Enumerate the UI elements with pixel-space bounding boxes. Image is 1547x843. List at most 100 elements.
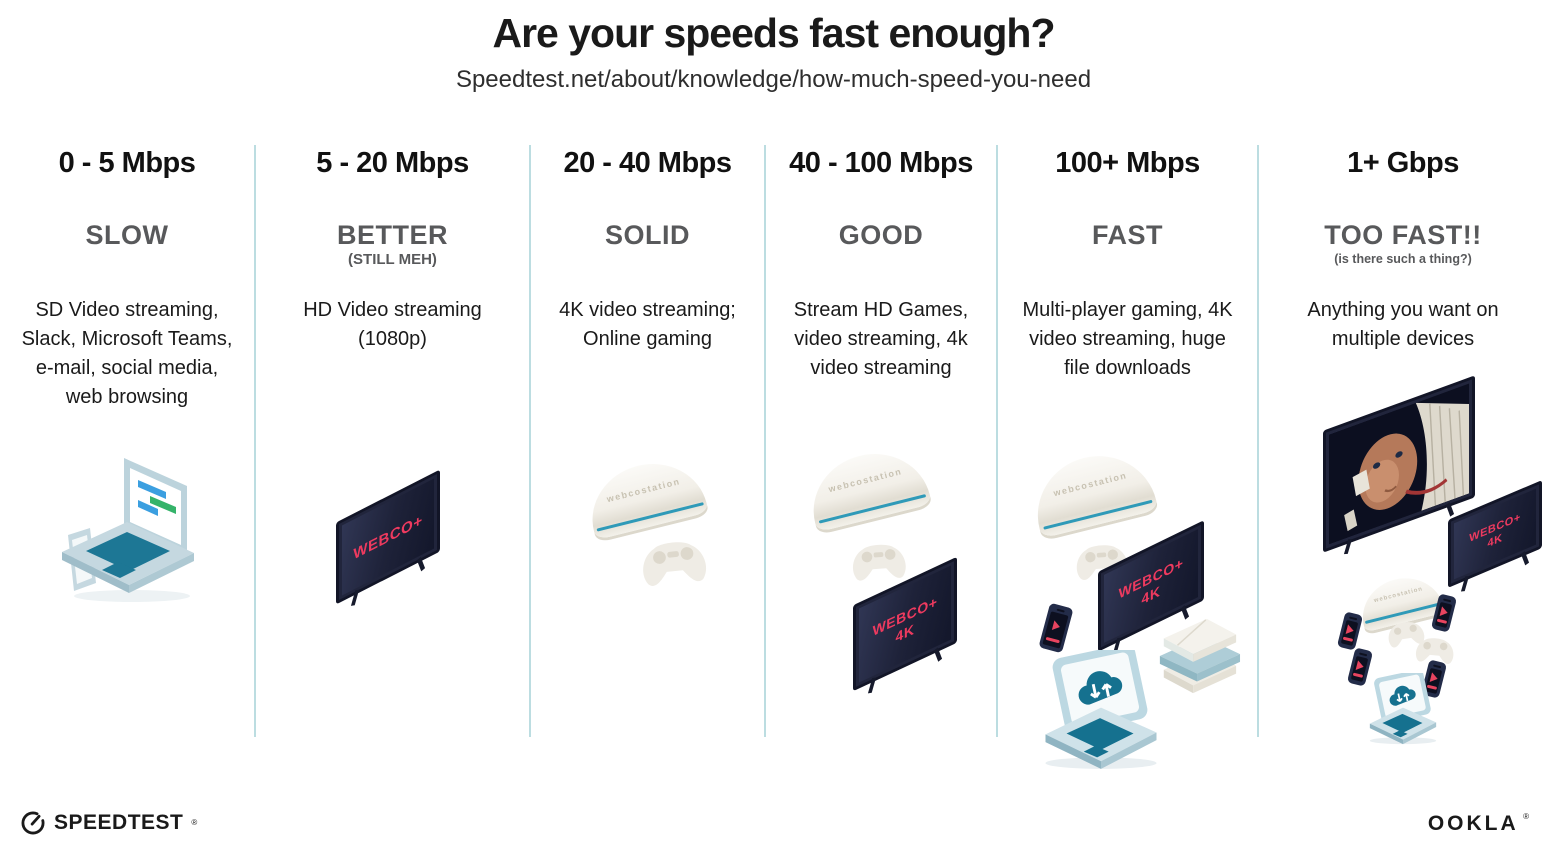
tv-leg [417, 556, 426, 572]
laptop-screen [1052, 650, 1148, 733]
play-icon [1340, 619, 1359, 647]
tv-leg [867, 677, 876, 694]
tv-4k-label: 4K [1487, 531, 1503, 550]
tv-leg [934, 647, 943, 662]
game-controller [1076, 545, 1128, 580]
speedtest-logo: SPEEDTEST ® [20, 810, 197, 836]
column-20-40-mbps: 20 - 40 Mbps SOLID 4K video streaming; O… [531, 145, 766, 737]
tv-screen: WEBCO+ 4K [1454, 488, 1536, 580]
tier-description: Anything you want on multiple devices [1307, 299, 1499, 350]
game-console: webcostation [581, 451, 709, 541]
tv-brand-label: WEBCO+ [1118, 553, 1184, 602]
tier-description: HD Video streaming (1080p) [303, 299, 482, 350]
tier-description: SD Video streaming, Slack, Microsoft Tea… [21, 299, 233, 408]
tier-label: BETTER [337, 220, 448, 250]
tv-leg [1445, 502, 1454, 517]
phone-video [1430, 593, 1458, 633]
tv-leg [1344, 538, 1353, 554]
tier-label: TOO FAST!! [1324, 220, 1482, 250]
column-5-20-mbps: 5 - 20 Mbps BETTER (STILL MEH) HD Video … [256, 145, 531, 737]
tv-4k-label: 4K [1141, 581, 1161, 608]
game-controller [643, 542, 707, 586]
tv: WEBCO+ [336, 469, 440, 607]
cloud-sync-icon [1078, 671, 1123, 705]
game-console: webcostation [802, 441, 932, 533]
tv-4k: WEBCO+ 4K [1448, 480, 1542, 592]
tv-brand-label: WEBCO+ [1469, 510, 1521, 545]
tv-4k-label: 4K [895, 620, 915, 645]
page-title: Are your speeds fast enough? [492, 10, 1055, 56]
tier-note: (is there such a thing?) [1334, 252, 1472, 266]
column-100-plus-mbps: 100+ Mbps FAST Multi-player gaming, 4K v… [998, 145, 1259, 769]
tv-screen: WEBCO+ 4K [1104, 529, 1198, 643]
console-brand-label: webcostation [1052, 469, 1129, 498]
game-console: webcostation [1025, 443, 1159, 539]
phone-video [1420, 659, 1448, 699]
tier-label: GOOD [838, 220, 924, 250]
tv-leg [350, 589, 359, 607]
tier-description: Multi-player gaming, 4K video streaming,… [1022, 299, 1233, 379]
speed-range: 5 - 20 Mbps [316, 147, 469, 179]
tv-movie [1323, 375, 1475, 554]
trackpad [1083, 745, 1109, 758]
play-icon [1042, 611, 1069, 649]
console-brand-label: webcostation [827, 466, 904, 495]
tier-label: FAST [1091, 220, 1163, 250]
speedtest-wordmark: SPEEDTEST [54, 811, 184, 834]
game-controller [852, 544, 906, 581]
speedtest-gauge-icon [21, 811, 45, 835]
speed-columns: 0 - 5 Mbps SLOW SD Video streaming, Slac… [0, 145, 1547, 769]
tier-label: SOLID [604, 220, 690, 250]
play-icon [1434, 601, 1453, 629]
play-icon [1424, 667, 1443, 695]
tv-4k: WEBCO+ 4K [853, 556, 957, 694]
laptop-base [62, 522, 194, 585]
game-controller [1415, 638, 1454, 664]
ookla-wordmark: OOKLA [1427, 812, 1519, 835]
tv-screen: WEBCO+ 4K [859, 565, 951, 683]
console-brand-label: webcostation [605, 476, 682, 504]
console-brand-label: webcostation [1373, 586, 1424, 605]
flat-game-console [1159, 618, 1241, 694]
tier-description: 4K video streaming; Online gaming [559, 299, 736, 350]
phone-video [1038, 602, 1074, 654]
tier-label: SLOW [85, 220, 169, 250]
tv-leg [1112, 637, 1122, 654]
tv-leg [1180, 605, 1190, 620]
tier-note: (STILL MEH) [348, 251, 437, 268]
ookla-logo: OOKLA ® [1428, 812, 1529, 836]
trademark-symbol: ® [1523, 812, 1529, 821]
cloud-sync-icon [1389, 685, 1416, 706]
tv-brand-label: WEBCO+ [353, 510, 423, 564]
tv-brand-label: WEBCO+ [872, 592, 938, 639]
speed-range: 20 - 40 Mbps [563, 147, 732, 179]
phone-video [1346, 647, 1374, 687]
laptop-chat-illustration [62, 458, 194, 602]
game-console: webcostation [1354, 569, 1446, 633]
page-subtitle-url: Speedtest.net/about/knowledge/how-much-s… [455, 66, 1092, 93]
speed-range: 40 - 100 Mbps [789, 147, 973, 179]
column-40-100-mbps: 40 - 100 Mbps GOOD Stream HD Games, vide… [766, 145, 998, 737]
laptop-base [1045, 707, 1157, 762]
laptop-cloud-download [1369, 673, 1437, 745]
laptop-screen-bezel [124, 458, 187, 552]
shadow [74, 590, 190, 602]
phone-camera [1056, 608, 1065, 613]
game-controller [1388, 622, 1425, 648]
tier-description: Stream HD Games, video streaming, 4k vid… [793, 299, 969, 379]
phone [68, 528, 96, 591]
speed-range: 0 - 5 Mbps [58, 147, 196, 179]
tv-screen [1329, 383, 1469, 545]
laptop-cloud-download [1045, 650, 1157, 769]
tv-4k: WEBCO+ 4K [1098, 520, 1204, 654]
speed-range: 100+ Mbps [1055, 147, 1200, 179]
keyboard [86, 532, 170, 571]
tv-leg [1520, 551, 1529, 566]
play-icon [1350, 655, 1369, 683]
phone-video [1336, 611, 1364, 651]
astronaut-movie-still [1329, 383, 1469, 545]
tv-screen: WEBCO+ [342, 478, 434, 596]
tv-leg [1461, 575, 1470, 592]
chat-bubbles-icon [138, 480, 176, 516]
